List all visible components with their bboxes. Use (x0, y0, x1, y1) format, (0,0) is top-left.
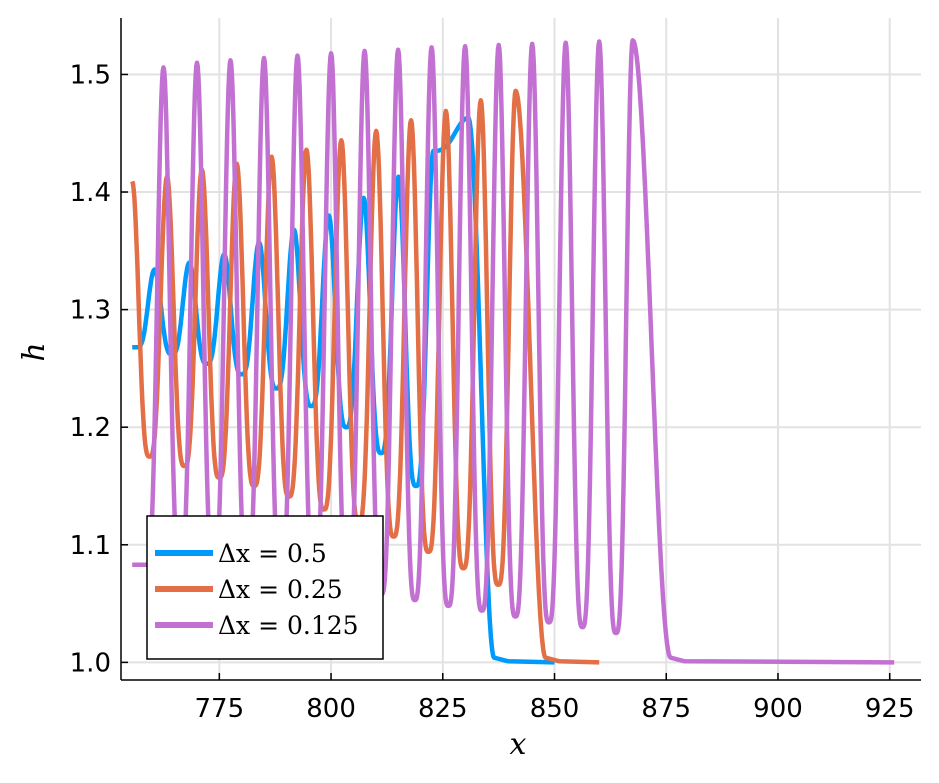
x-axis-label: x (510, 727, 527, 762)
y-tick-label: 1.5 (70, 60, 111, 90)
series-line-dx-0-125 (132, 38, 895, 665)
y-tick-label: 1.1 (70, 531, 111, 561)
x-tick-label: 850 (530, 694, 580, 724)
x-tick-label: 925 (865, 694, 915, 724)
legend-label-dx-0-5: Δx = 0.5 (218, 539, 327, 568)
y-tick-label: 1.3 (70, 296, 111, 326)
legend-label-dx-0-125: Δx = 0.125 (218, 611, 359, 640)
legend: Δx = 0.5 Δx = 0.25 Δx = 0.125 (146, 515, 384, 660)
y-axis-label: h (17, 342, 52, 361)
y-tick-label: 1.2 (70, 413, 111, 443)
x-tick-label: 775 (195, 694, 245, 724)
y-tick-label: 1.0 (70, 648, 111, 678)
y-tick-label: 1.4 (70, 178, 111, 208)
x-tick-label: 900 (753, 694, 803, 724)
axes (120, 18, 921, 681)
x-tick-label: 875 (641, 694, 691, 724)
series-layer (130, 38, 895, 665)
legend-label-dx-0-25: Δx = 0.25 (218, 575, 343, 604)
tick-labels: 775 800 825 850 875 900 925 1.0 1.1 1.2 1.3 1.4 1.5 (70, 60, 915, 724)
x-tick-label: 825 (418, 694, 468, 724)
x-tick-label: 800 (306, 694, 356, 724)
